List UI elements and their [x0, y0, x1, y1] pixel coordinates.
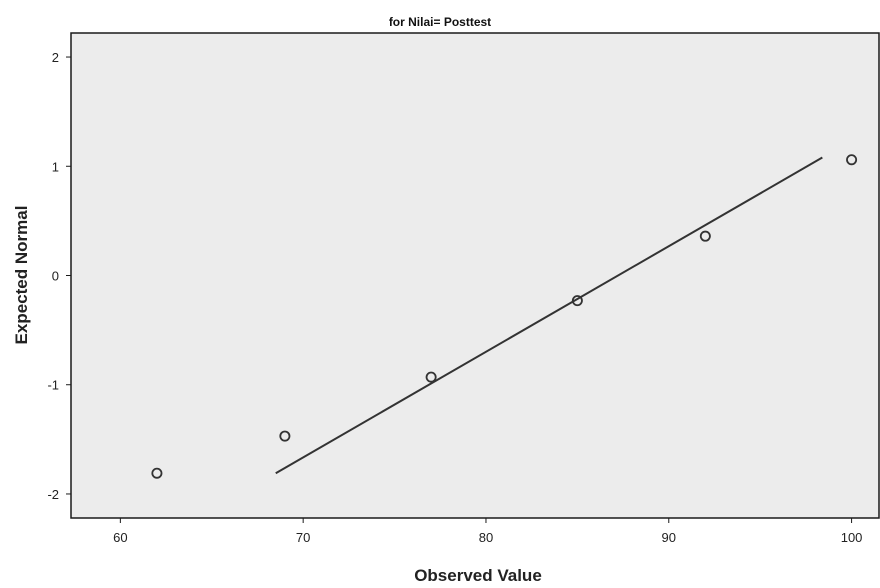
x-tick-label: 80 — [479, 530, 493, 545]
data-point — [571, 295, 583, 307]
data-point — [846, 154, 858, 166]
y-tick-label: 2 — [52, 50, 59, 65]
data-point — [699, 230, 711, 242]
plot-area — [70, 32, 880, 519]
data-points — [151, 154, 858, 479]
y-tick-label: -1 — [47, 378, 59, 393]
y-axis-title: Expected Normal — [12, 206, 31, 345]
x-axis-title: Observed Value — [414, 566, 542, 585]
x-tick-label: 90 — [662, 530, 676, 545]
x-tick-label: 100 — [841, 530, 863, 545]
x-axis: 60 70 80 90 100 — [113, 518, 862, 545]
chart-title: for Nilai= Posttest — [389, 15, 491, 29]
reference-line — [275, 156, 823, 475]
y-tick-label: 1 — [52, 159, 59, 174]
x-tick-label: 60 — [113, 530, 127, 545]
x-tick-label: 70 — [296, 530, 310, 545]
y-axis: -2 -1 0 1 2 — [47, 50, 71, 502]
y-tick-label: -2 — [47, 487, 59, 502]
y-tick-label: 0 — [52, 269, 59, 284]
data-point — [151, 467, 163, 479]
data-point — [425, 371, 437, 383]
data-point — [279, 430, 291, 442]
